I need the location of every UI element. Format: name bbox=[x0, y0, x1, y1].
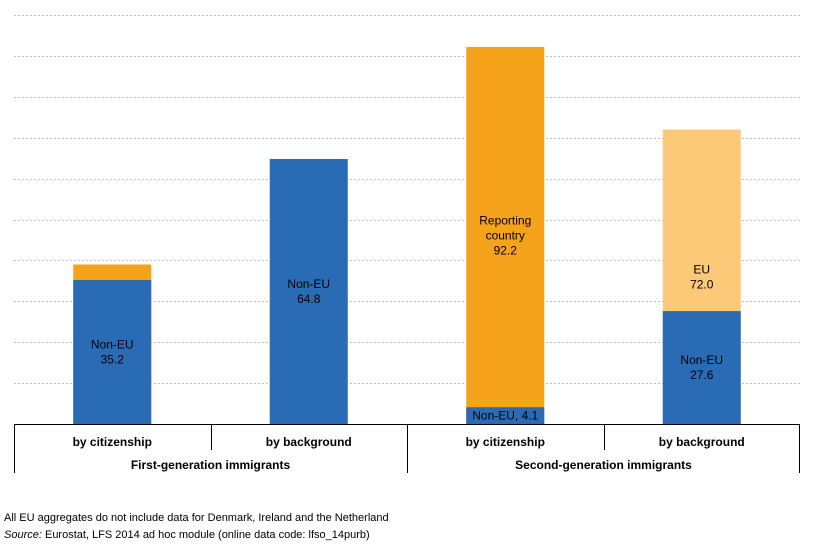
segment-label: EU bbox=[693, 262, 710, 276]
segment-label: 27.6 bbox=[690, 368, 714, 382]
bar-segment bbox=[73, 280, 152, 424]
chart-footnote: All EU aggregates do not include data fo… bbox=[4, 512, 389, 524]
category-label: by background bbox=[266, 435, 352, 449]
segment-label: 64.8 bbox=[297, 292, 321, 306]
segment-label: 92.2 bbox=[494, 243, 518, 257]
source-text: Eurostat, LFS 2014 ad hoc module (online… bbox=[41, 529, 370, 541]
group-label: Second-generation immigrants bbox=[515, 458, 692, 472]
chart-source: Source: Eurostat, LFS 2014 ad hoc module… bbox=[4, 529, 370, 541]
segment-label: Reporting bbox=[479, 213, 531, 227]
category-label: by citizenship bbox=[73, 435, 152, 449]
segment-label: 35.2 bbox=[101, 353, 125, 367]
segment-label: Non-EU bbox=[680, 353, 723, 367]
bar-segment bbox=[269, 158, 348, 424]
segment-label: Non-EU bbox=[287, 277, 330, 291]
segment-label: Non-EU, 4.1 bbox=[472, 409, 538, 423]
segment-label: 72.0 bbox=[690, 277, 714, 291]
group-label: First-generation immigrants bbox=[131, 458, 291, 472]
segment-label: country bbox=[486, 228, 525, 242]
bar-segment bbox=[662, 311, 741, 424]
stacked-bar-chart: Reportingcountry39.0EU24.3Non-EU35.2EU32… bbox=[14, 15, 800, 473]
category-label: by background bbox=[659, 435, 745, 449]
source-label: Source: bbox=[4, 529, 42, 541]
bar-segment bbox=[466, 407, 545, 424]
bar-segment bbox=[466, 46, 545, 424]
category-label: by citizenship bbox=[466, 435, 545, 449]
segment-label: Non-EU bbox=[91, 338, 134, 352]
